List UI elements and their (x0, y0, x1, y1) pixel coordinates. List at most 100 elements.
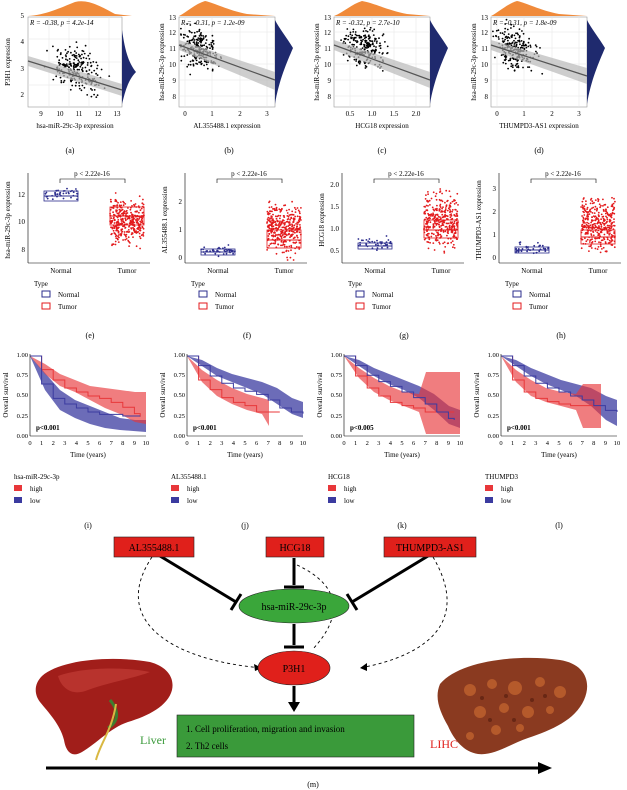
scatter-point (197, 37, 200, 39)
jitter-point-tumor (600, 213, 603, 216)
jitter-point-normal (227, 244, 230, 246)
jitter-point-tumor (611, 244, 614, 246)
jitter-point-tumor (283, 233, 286, 235)
jitter-point-tumor (598, 215, 600, 218)
ci-band-high (344, 356, 460, 434)
scatter-point (211, 48, 214, 50)
jitter-point-tumor (442, 230, 445, 232)
jitter-point-tumor (119, 233, 122, 235)
jitter-point-tumor (272, 242, 275, 245)
jitter-point-normal (222, 253, 225, 255)
gene-label: THUMPD3 (485, 473, 519, 481)
jitter-point-tumor (271, 225, 273, 228)
jitter-point-tumor (123, 212, 126, 215)
jitter-point-tumor (597, 214, 600, 216)
jitter-point-tumor (584, 218, 587, 221)
scatter-point (510, 35, 513, 37)
y-tick: 3 (493, 185, 497, 193)
y-tick: 0.50 (488, 392, 499, 399)
scatter-point (504, 23, 507, 25)
jitter-point-tumor (142, 203, 145, 206)
jitter-point-tumor (290, 249, 292, 252)
scatter-point (189, 60, 192, 63)
jitter-point-tumor (449, 214, 451, 216)
jitter-point-tumor (141, 220, 144, 223)
legend-key-low (328, 497, 336, 503)
jitter-point-tumor (120, 232, 123, 234)
jitter-point-tumor (443, 210, 446, 213)
box-tumor (423, 219, 459, 239)
scatter-panel-b: R = -0.31, p = 1.2e-09 hsa-miR-29c-3p ex… (158, 1, 293, 155)
legend-label: low (187, 497, 198, 505)
jitter-point-normal (387, 239, 390, 241)
panel-label: (c) (378, 146, 387, 155)
jitter-point-tumor (427, 193, 429, 196)
scatter-point (368, 44, 371, 46)
x-axis-label: Time (years) (70, 451, 106, 459)
jitter-point-tumor (278, 223, 280, 225)
jitter-point-tumor (586, 208, 588, 210)
jitter-point-tumor (589, 224, 592, 227)
scatter-point (364, 46, 367, 49)
y-tick: 2.0 (330, 181, 339, 189)
scatter-point (205, 63, 208, 66)
jitter-point-tumor (272, 218, 274, 220)
scatter-point (514, 58, 517, 61)
y-tick: 0.75 (174, 372, 185, 379)
scatter-point (386, 52, 388, 55)
regulation-diagram: AL355488.1 HCG18 THUMPD3-AS1 hsa-miR-29c… (35, 536, 588, 789)
x-tick: 10 (614, 440, 621, 447)
jitter-point-tumor (298, 231, 301, 234)
scatter-point (366, 42, 368, 45)
scatter-panel-c: R = -0.32, p = 2.7e-10 hsa-miR-29c-3p ex… (313, 1, 448, 155)
jitter-point-tumor (274, 220, 277, 223)
x-tick: 1.5 (390, 110, 399, 118)
jitter-point-tumor (285, 250, 288, 253)
jitter-point-tumor (606, 230, 609, 233)
jitter-point-normal (542, 247, 545, 250)
jitter-point-tumor (124, 217, 127, 220)
scatter-point (364, 39, 366, 42)
jitter-point-tumor (295, 241, 298, 244)
scatter-point (528, 66, 531, 68)
km-curve-high (344, 355, 455, 413)
y-tick: 13 (169, 14, 177, 22)
jitter-point-normal (517, 250, 520, 253)
jitter-point-normal (357, 238, 360, 240)
survival-panel-l: p<0.001 Overall survival 0.00 0.25 0.50 … (473, 352, 620, 530)
jitter-point-tumor (605, 221, 608, 224)
scatter-point (206, 46, 209, 49)
jitter-point-tumor (280, 237, 283, 239)
jitter-point-normal (54, 191, 56, 194)
panel-label: (k) (397, 521, 407, 530)
jitter-point-normal (376, 247, 379, 249)
jitter-point-tumor (268, 244, 270, 247)
legend-key-low (171, 497, 179, 503)
jitter-point-tumor (297, 209, 300, 212)
y-tick: 12 (481, 29, 489, 37)
y-tick: 0.00 (331, 433, 342, 440)
jitter-point-tumor (120, 220, 123, 222)
scatter-point (191, 59, 194, 62)
density-top-curve (334, 1, 430, 16)
scatter-point (189, 73, 192, 76)
jitter-point-tumor (597, 200, 600, 202)
legend-key-high (171, 485, 179, 491)
jitter-point-tumor (130, 227, 133, 229)
jitter-point-normal (59, 191, 62, 194)
scatter-point (541, 72, 544, 75)
scatter-point (59, 62, 62, 65)
p-value: p < 2.22e-16 (388, 170, 424, 178)
jitter-point-tumor (427, 225, 429, 228)
jitter-point-tumor (423, 205, 426, 208)
jitter-point-tumor (430, 232, 433, 235)
jitter-point-tumor (581, 204, 584, 207)
y-axis-label: hsa-miR-29c-3p expression (313, 23, 321, 101)
jitter-point-tumor (266, 210, 269, 213)
scatter-point (75, 41, 78, 43)
y-ticks: 0.5 1.0 1.5 2.0 (330, 181, 339, 255)
x-tick: 4 (546, 440, 550, 447)
jitter-point-tumor (431, 214, 433, 216)
y-tick: 4 (21, 38, 25, 46)
